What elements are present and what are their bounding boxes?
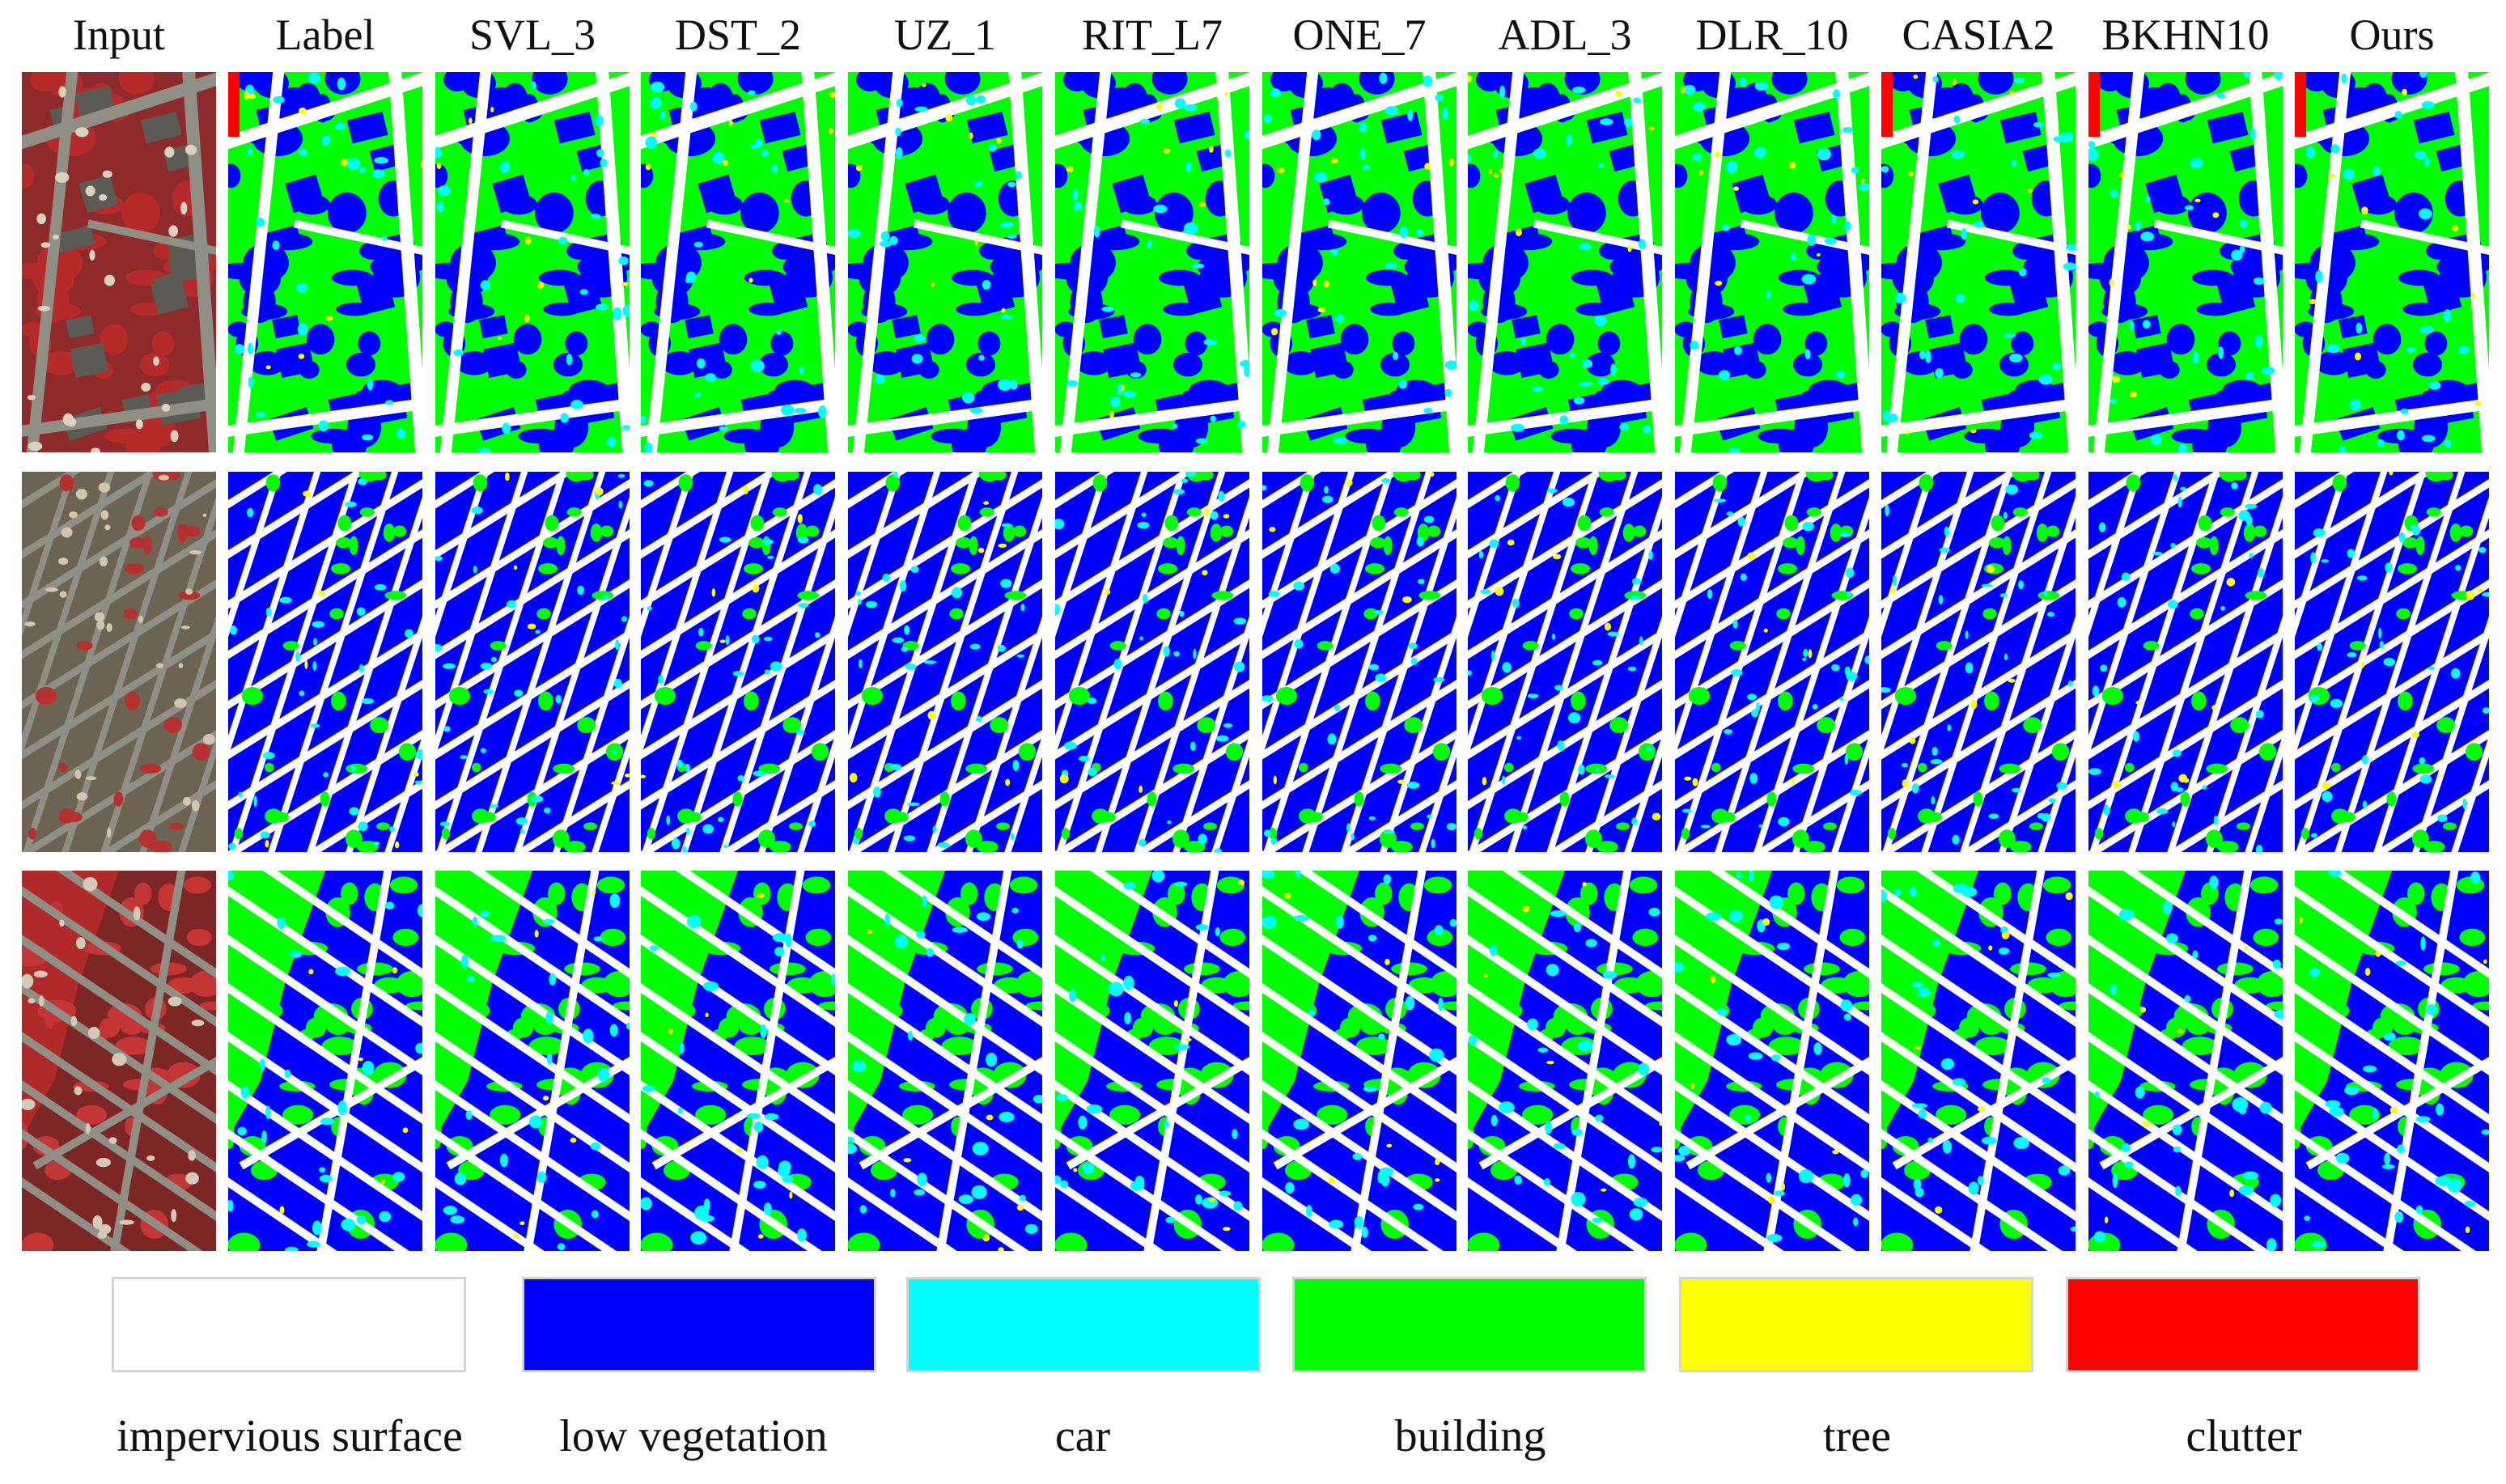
panel-row3-bkhn10 bbox=[2088, 871, 2283, 1251]
column-header-one-7: ONE_7 bbox=[1292, 11, 1427, 59]
panel-row1-dst-2 bbox=[641, 72, 835, 452]
segmentation-map-row3-adl-3 bbox=[1468, 871, 1662, 1251]
panel-row2-uz-1 bbox=[848, 472, 1042, 852]
segmentation-map-row1-casia2 bbox=[1881, 72, 2076, 452]
segmentation-map-row1-dlr-10 bbox=[1675, 72, 1869, 452]
segmentation-map-row3-uz-1 bbox=[848, 871, 1042, 1251]
column-header-dst-2: DST_2 bbox=[674, 11, 801, 59]
column-header-casia2: CASIA2 bbox=[1902, 11, 2055, 59]
segmentation-map-row2-rit-l7 bbox=[1055, 472, 1249, 852]
segmentation-map-row3-dst-2 bbox=[641, 871, 835, 1251]
legend-swatch-building bbox=[1292, 1277, 1647, 1372]
panel-row3-adl-3 bbox=[1468, 871, 1662, 1251]
segmentation-map-row2-svl-3 bbox=[435, 472, 630, 852]
legend-swatch-impervious-surface bbox=[112, 1277, 466, 1372]
legend-label-car: car bbox=[1054, 1411, 1111, 1461]
segmentation-map-row1-uz-1 bbox=[848, 72, 1042, 452]
panel-row3-ours bbox=[2295, 871, 2489, 1251]
segmentation-map-row2-casia2 bbox=[1881, 472, 2076, 852]
column-header-dlr-10: DLR_10 bbox=[1695, 11, 1849, 59]
segmentation-map-row1-one-7 bbox=[1262, 72, 1457, 452]
legend-label-clutter: clutter bbox=[2186, 1411, 2302, 1461]
segmentation-map-row1-svl-3 bbox=[435, 72, 630, 452]
panel-row2-adl-3 bbox=[1468, 472, 1662, 852]
segmentation-map-row1-label bbox=[228, 72, 422, 452]
panel-row1-label bbox=[228, 72, 422, 452]
segmentation-map-row2-dlr-10 bbox=[1675, 472, 1869, 852]
panel-row3-rit-l7 bbox=[1055, 871, 1249, 1251]
panel-row3-uz-1 bbox=[848, 871, 1042, 1251]
panel-row2-casia2 bbox=[1881, 472, 2076, 852]
panel-row3-dst-2 bbox=[641, 871, 835, 1251]
panel-row3-label bbox=[228, 871, 422, 1251]
column-header-svl-3: SVL_3 bbox=[469, 11, 596, 59]
segmentation-map-row1-rit-l7 bbox=[1055, 72, 1249, 452]
segmentation-map-row2-bkhn10 bbox=[2088, 472, 2283, 852]
panel-row3-input bbox=[22, 871, 216, 1251]
segmentation-map-row1-adl-3 bbox=[1468, 72, 1662, 452]
segmentation-map-row2-ours bbox=[2295, 472, 2489, 852]
segmentation-map-row3-rit-l7 bbox=[1055, 871, 1249, 1251]
panel-row2-svl-3 bbox=[435, 472, 630, 852]
panel-row1-dlr-10 bbox=[1675, 72, 1869, 452]
panel-row3-one-7 bbox=[1262, 871, 1457, 1251]
segmentation-map-row2-one-7 bbox=[1262, 472, 1457, 852]
segmentation-map-row3-bkhn10 bbox=[2088, 871, 2283, 1251]
input-image-row1-input bbox=[22, 72, 216, 452]
panel-row1-casia2 bbox=[1881, 72, 2076, 452]
panel-row1-one-7 bbox=[1262, 72, 1457, 452]
panel-row3-svl-3 bbox=[435, 871, 630, 1251]
panel-row2-input bbox=[22, 472, 216, 852]
panel-row1-rit-l7 bbox=[1055, 72, 1249, 452]
panel-row2-dlr-10 bbox=[1675, 472, 1869, 852]
segmentation-map-row1-ours bbox=[2295, 72, 2489, 452]
legend-label-impervious-surface: impervious surface bbox=[117, 1411, 463, 1461]
segmentation-map-row1-bkhn10 bbox=[2088, 72, 2283, 452]
panel-row2-dst-2 bbox=[641, 472, 835, 852]
panel-row1-bkhn10 bbox=[2088, 72, 2283, 452]
legend-label-building: building bbox=[1394, 1411, 1546, 1461]
panel-row3-dlr-10 bbox=[1675, 871, 1869, 1251]
legend-swatch-tree bbox=[1679, 1277, 2033, 1372]
segmentation-map-row3-one-7 bbox=[1262, 871, 1457, 1251]
column-header-bkhn10: BKHN10 bbox=[2101, 11, 2270, 59]
panel-row1-uz-1 bbox=[848, 72, 1042, 452]
column-header-adl-3: ADL_3 bbox=[1498, 11, 1632, 59]
panel-row2-rit-l7 bbox=[1055, 472, 1249, 852]
input-image-row2-input bbox=[22, 472, 216, 852]
legend-swatch-car bbox=[906, 1277, 1261, 1372]
segmentation-map-row3-ours bbox=[2295, 871, 2489, 1251]
column-header-uz-1: UZ_1 bbox=[894, 11, 996, 59]
segmentation-map-row3-svl-3 bbox=[435, 871, 630, 1251]
segmentation-map-row2-adl-3 bbox=[1468, 472, 1662, 852]
panel-row1-adl-3 bbox=[1468, 72, 1662, 452]
column-header-input: Input bbox=[73, 11, 165, 59]
legend-swatch-low-vegetation bbox=[522, 1277, 876, 1372]
column-header-rit-l7: RIT_L7 bbox=[1082, 11, 1223, 59]
column-header-ours: Ours bbox=[2349, 11, 2435, 59]
panel-row2-ours bbox=[2295, 472, 2489, 852]
legend-label-low-vegetation: low vegetation bbox=[559, 1411, 828, 1461]
panel-row1-ours bbox=[2295, 72, 2489, 452]
column-header-label: Label bbox=[275, 11, 375, 59]
input-image-row3-input bbox=[22, 871, 216, 1251]
panel-row2-label bbox=[228, 472, 422, 852]
segmentation-map-row1-dst-2 bbox=[641, 72, 835, 452]
segmentation-map-row2-uz-1 bbox=[848, 472, 1042, 852]
legend-label-tree: tree bbox=[1823, 1411, 1891, 1461]
legend-swatch-clutter bbox=[2066, 1277, 2420, 1372]
panel-row2-bkhn10 bbox=[2088, 472, 2283, 852]
panel-row3-casia2 bbox=[1881, 871, 2076, 1251]
segmentation-map-row3-casia2 bbox=[1881, 871, 2076, 1251]
segmentation-map-row2-label bbox=[228, 472, 422, 852]
segmentation-map-row3-label bbox=[228, 871, 422, 1251]
panel-row1-input bbox=[22, 72, 216, 452]
segmentation-map-row2-dst-2 bbox=[641, 472, 835, 852]
panel-row2-one-7 bbox=[1262, 472, 1457, 852]
segmentation-map-row3-dlr-10 bbox=[1675, 871, 1869, 1251]
panel-row1-svl-3 bbox=[435, 72, 630, 452]
